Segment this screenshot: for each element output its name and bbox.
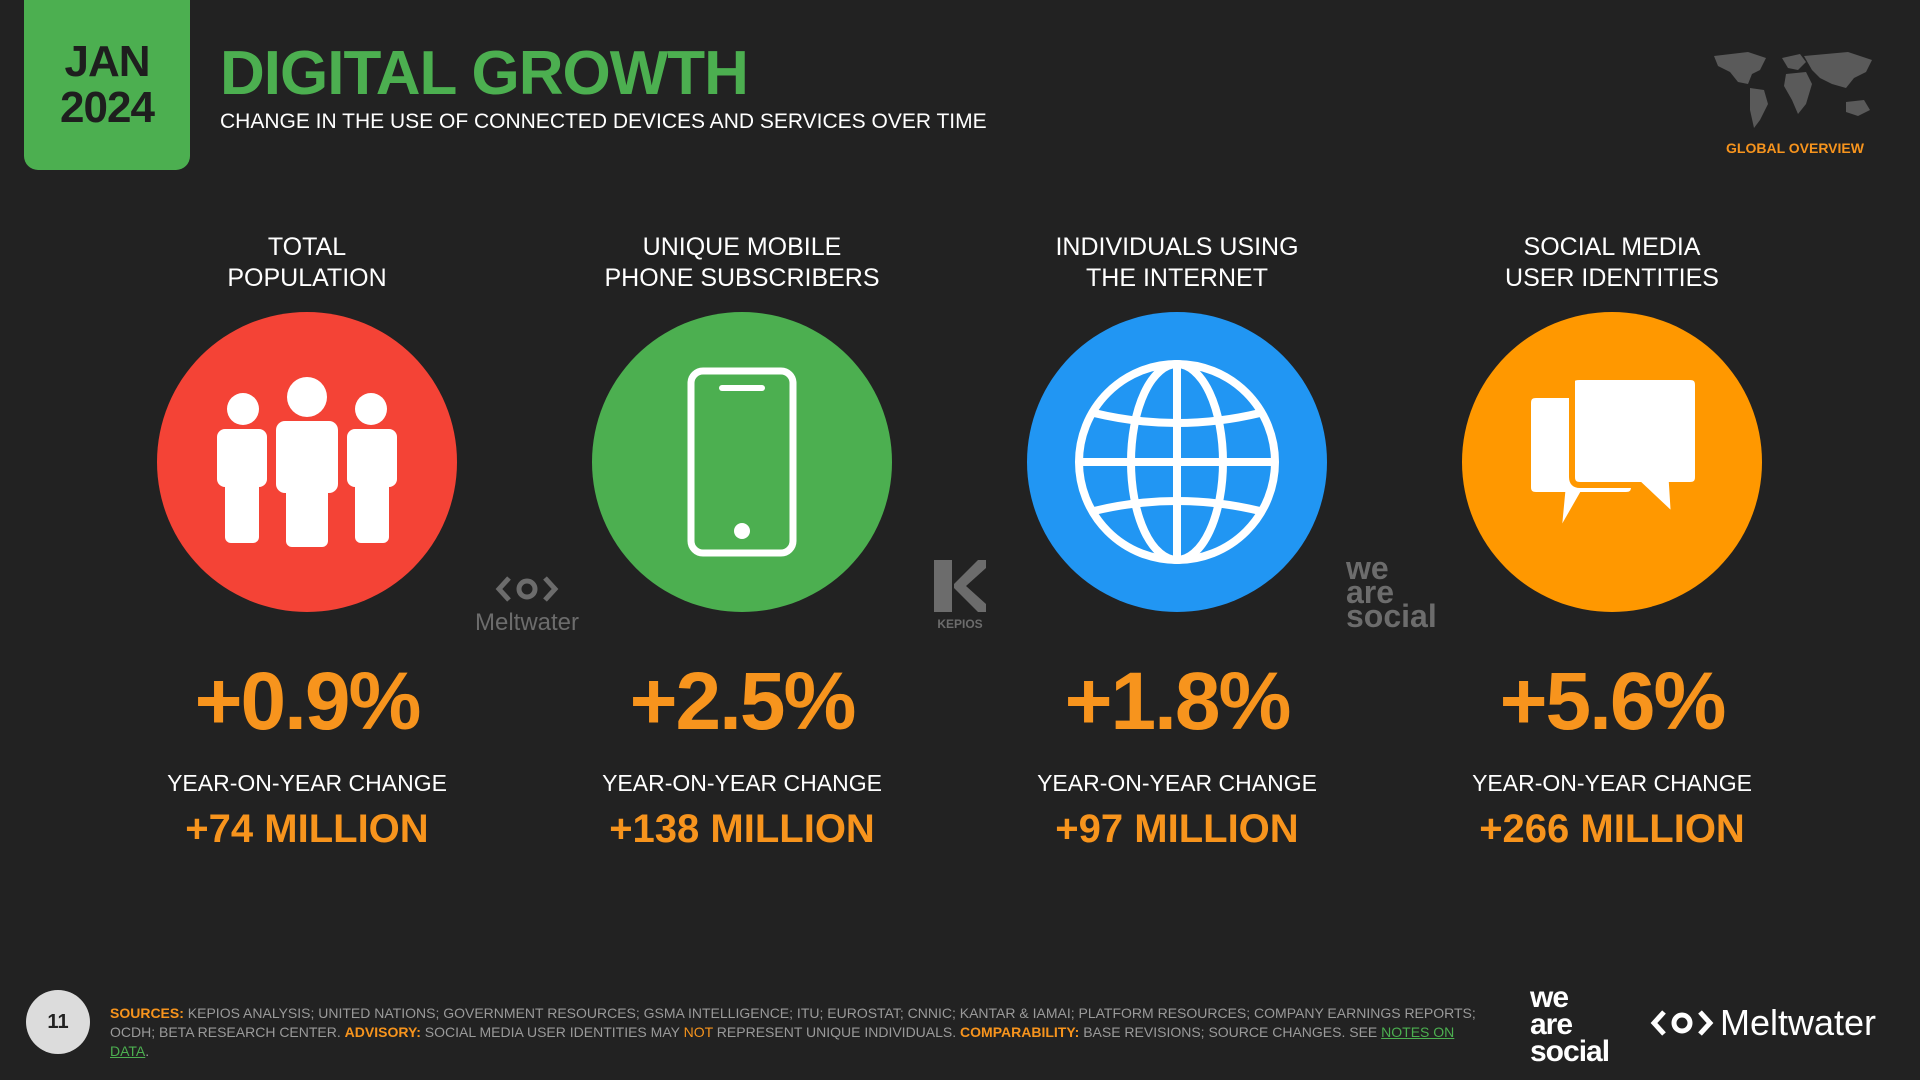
advisory-body-1: SOCIAL MEDIA USER IDENTITIES MAY (424, 1024, 680, 1040)
page-number: 11 (26, 990, 90, 1054)
stat-mobile-subscribers: UNIQUE MOBILE PHONE SUBSCRIBERS +2.5% YE… (524, 232, 960, 852)
advisory-body-2: REPRESENT UNIQUE INDIVIDUALS. (716, 1024, 957, 1040)
stat-title: INDIVIDUALS USING THE INTERNET (1055, 233, 1299, 292)
kepios-mark-icon (934, 560, 986, 612)
notes-on-data-link[interactable]: NOTES ON DATA (110, 1024, 1455, 1059)
stat-internet-users: INDIVIDUALS USING THE INTERNET +1.8% YEA… (959, 232, 1395, 852)
stat-percent-change: +5.6% (1499, 656, 1727, 747)
stat-caption: YEAR-ON-YEAR CHANGE (1472, 770, 1752, 796)
comparability-label: COMPARABILITY: (960, 1024, 1080, 1040)
kepios-partner-text: KEPIOS (937, 617, 983, 631)
stat-circle (1462, 312, 1762, 612)
page-subtitle: CHANGE IN THE USE OF CONNECTED DEVICES A… (220, 110, 987, 133)
stat-absolute-change: +138 MILLION (609, 807, 875, 851)
meltwater-partner-logo: Meltwater (462, 574, 592, 637)
page-title: DIGITAL GROWTH (220, 39, 749, 108)
was-logo-we: we (1530, 981, 1569, 1014)
sources-body: KEPIOS ANALYSIS; UNITED NATIONS; GOVERNM… (110, 1005, 1476, 1040)
date-month: JAN (64, 37, 150, 86)
stat-total-population: TOTAL POPULATION +0.9% YEAR-ON-YEAR CHAN… (89, 232, 525, 852)
meltwater-partner-text: Meltwater (474, 609, 580, 636)
date-year: 2024 (60, 83, 155, 132)
stat-absolute-change: +97 MILLION (1055, 807, 1299, 851)
kepios-partner-logo: KEPIOS (926, 560, 994, 631)
stat-social-media-users: SOCIAL MEDIA USER IDENTITIES +5.6% YEAR-… (1394, 232, 1830, 852)
stat-percent-change: +1.8% (1064, 656, 1292, 747)
comparability-body: BASE REVISIONS; SOURCE CHANGES. SEE (1083, 1024, 1378, 1040)
stat-percent-change: +0.9% (194, 656, 422, 747)
sources-label: SOURCES: (110, 1005, 184, 1021)
stat-circle (157, 312, 457, 612)
stat-circle (592, 312, 892, 612)
globe-icon (1075, 360, 1279, 564)
we-are-social-partner-logo: we are social (1346, 550, 1437, 634)
was-logo-social: social (1530, 1035, 1610, 1068)
meltwater-logo-text: Meltwater (1720, 1002, 1877, 1043)
was-partner-are: are (1346, 574, 1395, 610)
stat-title: SOCIAL MEDIA USER IDENTITIES (1505, 233, 1719, 292)
sources-text: SOURCES: KEPIOS ANALYSIS; UNITED NATIONS… (110, 1005, 1476, 1059)
meltwater-mark-icon (1650, 1010, 1714, 1036)
date-badge: JAN 2024 (24, 0, 190, 170)
stat-title: UNIQUE MOBILE PHONE SUBSCRIBERS (604, 233, 880, 292)
advisory-label: ADVISORY: (344, 1024, 421, 1040)
stat-percent-change: +2.5% (629, 656, 857, 747)
stat-circle (1027, 312, 1327, 612)
world-map-icon (1714, 52, 1872, 128)
stat-caption: YEAR-ON-YEAR CHANGE (1037, 770, 1317, 796)
advisory-not: NOT (683, 1024, 713, 1040)
stat-title: TOTAL POPULATION (227, 233, 387, 292)
stat-caption: YEAR-ON-YEAR CHANGE (167, 770, 447, 796)
mobile-phone-icon (687, 367, 797, 557)
was-partner-we: we (1346, 550, 1389, 586)
was-partner-social: social (1346, 598, 1437, 634)
meltwater-mark-icon (495, 576, 559, 602)
chat-bubbles-icon (1525, 377, 1701, 539)
stat-absolute-change: +266 MILLION (1479, 807, 1745, 851)
was-logo-are: are (1530, 1008, 1573, 1041)
section-label: GLOBAL OVERVIEW (1726, 140, 1864, 156)
meltwater-logo: Meltwater (1650, 1002, 1876, 1044)
stat-caption: YEAR-ON-YEAR CHANGE (602, 770, 882, 796)
people-icon (217, 377, 397, 547)
stat-absolute-change: +74 MILLION (185, 807, 429, 851)
we-are-social-logo: we are social (1530, 981, 1610, 1068)
